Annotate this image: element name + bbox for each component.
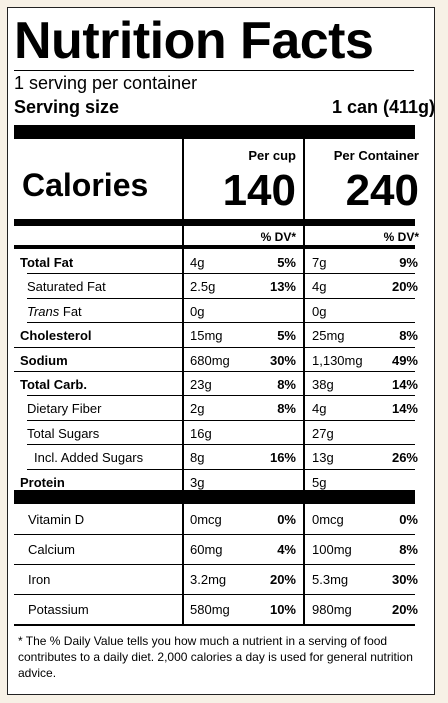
vitamin-dv-per-container: 20% [391, 602, 418, 617]
row-rule [27, 395, 415, 396]
dv-header-rule [14, 245, 415, 249]
vitamin-amount-per-serving: 3.2mg [190, 572, 227, 587]
vitamin-dv-per-container: 0% [399, 512, 418, 527]
vitamin-amount-per-serving: 60mg [190, 542, 223, 557]
thick-divider-calories [14, 219, 415, 226]
nutrient-name: Incl. Added Sugars [34, 450, 144, 466]
amount-per-serving: 2g [190, 401, 205, 417]
vitamin-name: Iron [28, 572, 51, 587]
serving-size-label: Serving size [14, 97, 120, 117]
vitamin-dv-per-serving: 0% [277, 512, 296, 527]
nutrient-name: Protein [20, 474, 65, 490]
dv-per-serving: 30% [269, 352, 296, 368]
row-rule [27, 273, 415, 274]
label-title: Nutrition Facts [14, 12, 374, 70]
daily-value-footnote: * The % Daily Value tells you how much a… [18, 634, 413, 680]
nutrient-name: Total Carb. [20, 377, 87, 392]
amount-per-container: 27g [312, 425, 334, 441]
amount-per-container: 25mg [312, 328, 345, 344]
thick-divider-vitamins [14, 490, 415, 504]
row-rule [27, 322, 415, 323]
calories-label: Calories [22, 167, 149, 203]
dv-per-serving: 5% [277, 328, 296, 344]
amount-per-container: 4g [312, 279, 327, 295]
vitamin-amount-per-container: 5.3mg [312, 572, 349, 587]
dv-per-serving: 8% [277, 401, 296, 417]
column-divider-2 [303, 139, 305, 495]
row-rule [27, 420, 415, 421]
vitamin-dv-per-serving: 10% [269, 602, 296, 617]
vitamin-name: Vitamin D [28, 512, 85, 527]
serving-size-value: 1 can (411g) [331, 97, 435, 117]
dv-per-container: 49% [391, 352, 418, 368]
amount-per-container: 13g [312, 450, 334, 466]
amount-per-container: 38g [312, 377, 334, 392]
dv-per-serving: 16% [269, 450, 296, 466]
vitamin-amount-per-container: 980mg [312, 602, 352, 617]
amount-per-serving: 15mg [190, 328, 223, 344]
vitamin-amount-per-container: 0mcg [312, 512, 344, 527]
amount-per-container: 4g [312, 401, 327, 417]
nutrient-name: Dietary Fiber [27, 401, 102, 417]
nutrient-name: Saturated Fat [27, 279, 106, 295]
dv-per-container: 20% [391, 279, 418, 295]
dv-header-per-container: % DV* [383, 230, 419, 244]
nutrient-name-rest: Fat [59, 303, 82, 319]
dv-per-container: 8% [399, 328, 418, 344]
vitamin-dv-per-container: 8% [399, 542, 418, 557]
nutrient-name: Total Fat [20, 255, 74, 270]
vitamin-amount-per-serving: 0mcg [190, 512, 222, 527]
calories-per-container: 240 [345, 166, 419, 215]
servings-per-container: 1 serving per container [14, 73, 198, 93]
nutrient-name: Sodium [20, 352, 68, 368]
vitamin-name: Calcium [28, 542, 75, 557]
row-rule [27, 469, 415, 470]
row-rule [14, 371, 415, 372]
vitamin-amount-per-serving: 580mg [190, 602, 230, 617]
dv-per-serving: 13% [269, 279, 296, 295]
amount-per-serving: 23g [190, 377, 212, 392]
dv-per-serving: 8% [277, 377, 296, 392]
nutrient-name-italic: Trans [27, 303, 60, 319]
vitamin-row-rule [14, 534, 415, 535]
amount-per-serving: 16g [190, 425, 212, 441]
calories-per-serving: 140 [222, 166, 296, 215]
amount-per-container: 0g [312, 303, 327, 319]
nutrient-name: Trans Fat [27, 304, 82, 319]
amount-per-container: 7g [312, 255, 327, 270]
dv-header-per-serving: % DV* [260, 230, 296, 244]
amount-per-serving: 680mg [190, 352, 230, 368]
vitamin-amount-per-container: 100mg [312, 542, 352, 557]
per-container-header: Per Container [333, 148, 419, 163]
dv-per-serving: 5% [277, 255, 296, 270]
row-rule [27, 444, 415, 445]
amount-per-serving: 4g [190, 255, 205, 270]
vitamin-dv-per-serving: 20% [269, 572, 296, 587]
vitamin-row-rule [14, 594, 415, 595]
amount-per-serving: 0g [190, 303, 205, 319]
vitamin-dv-per-serving: 4% [277, 542, 296, 557]
vitamin-name: Potassium [28, 602, 89, 617]
amount-per-serving: 8g [190, 450, 205, 466]
vitamin-dv-per-container: 30% [391, 572, 418, 587]
per-serving-header: Per cup [248, 148, 296, 163]
footnote-rule [14, 624, 415, 626]
row-rule [14, 347, 415, 348]
amount-per-serving: 2.5g [190, 279, 216, 295]
amount-per-serving: 3g [190, 474, 205, 490]
nutrient-name: Cholesterol [20, 328, 92, 344]
dv-per-container: 9% [399, 255, 418, 270]
dv-per-container: 14% [391, 401, 418, 417]
title-rule [14, 70, 414, 71]
amount-per-container: 5g [312, 474, 327, 490]
row-rule [27, 298, 415, 299]
amount-per-container: 1,130mg [312, 352, 363, 368]
thick-divider-top [14, 125, 415, 139]
dv-per-container: 14% [391, 377, 418, 392]
dv-per-container: 26% [391, 450, 418, 466]
nutrition-label [7, 7, 435, 695]
vitamin-row-rule [14, 564, 415, 565]
nutrient-name: Total Sugars [27, 425, 100, 441]
column-divider-1 [182, 139, 184, 495]
